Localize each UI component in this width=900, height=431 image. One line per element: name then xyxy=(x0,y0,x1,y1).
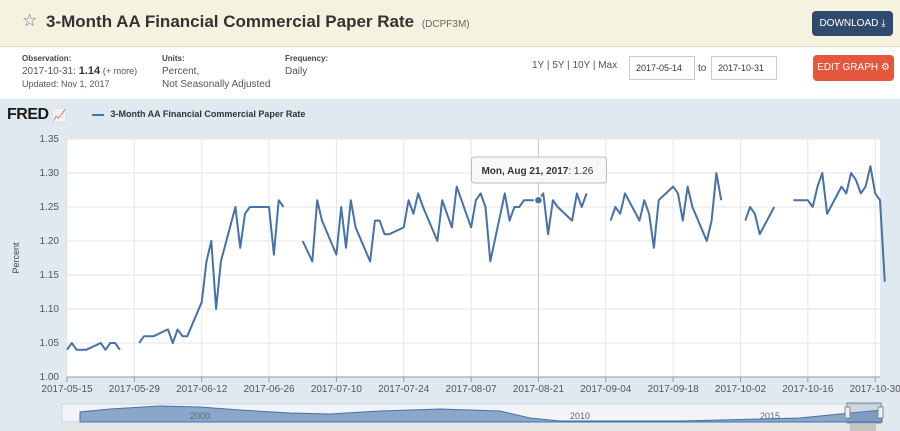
chart-legend: 3-Month AA Financial Commercial Paper Ra… xyxy=(92,109,305,119)
y-tick-label: 1.35 xyxy=(40,134,60,145)
legend-swatch xyxy=(92,113,104,116)
observation-block: Observation: 2017-10-31: 1.14 (+ more) U… xyxy=(22,52,137,91)
y-axis-label: Percent xyxy=(11,242,21,274)
series-line xyxy=(744,206,776,236)
frequency-label: Frequency: xyxy=(285,54,329,63)
x-tick-label: 2017-05-15 xyxy=(41,384,93,395)
y-tick-label: 1.15 xyxy=(40,270,60,281)
units-line1: Percent, xyxy=(162,66,200,77)
tooltip-point xyxy=(533,195,544,205)
legend-label: 3-Month AA Financial Commercial Paper Ra… xyxy=(110,109,306,119)
tooltip-text: Mon, Aug 21, 2017: 1.26 xyxy=(481,166,593,177)
series-title: 3-Month AA Financial Commercial Paper Ra… xyxy=(46,12,415,31)
fred-chart-icon: 📈 xyxy=(52,110,67,122)
navigator-handle-right[interactable] xyxy=(877,406,884,419)
y-tick-label: 1.20 xyxy=(40,236,60,247)
download-label: DOWNLOAD xyxy=(819,18,879,29)
units-line2: Not Seasonally Adjusted xyxy=(162,79,271,90)
navigator-label: 2000 xyxy=(190,411,210,421)
series-line xyxy=(66,342,121,351)
observation-label: Observation: xyxy=(22,54,72,63)
range-selector: 1Y | 5Y | 10Y | Max xyxy=(532,60,618,71)
series-line xyxy=(793,165,886,282)
y-tick-label: 1.00 xyxy=(40,372,60,383)
units-block: Units: Percent, Not Seasonally Adjusted xyxy=(162,52,270,91)
x-tick-label: 2017-07-10 xyxy=(311,384,363,395)
observation-more-link[interactable]: (+ more) xyxy=(102,66,138,76)
page-title: 3-Month AA Financial Commercial Paper Ra… xyxy=(46,12,470,32)
navigator-label: 2010 xyxy=(570,411,590,421)
observation-date: 2017-10-31: xyxy=(22,66,76,77)
star-icon[interactable]: ☆ xyxy=(22,11,38,30)
to-label: to xyxy=(698,63,707,74)
y-tick-label: 1.05 xyxy=(40,338,60,349)
download-button[interactable]: DOWNLOAD ⤓ xyxy=(812,11,893,36)
x-tick-label: 2017-10-02 xyxy=(715,384,767,395)
start-date-input[interactable] xyxy=(629,56,695,80)
updated-text: Updated: Nov 1, 2017 xyxy=(22,79,110,89)
x-tick-label: 2017-07-24 xyxy=(378,384,430,395)
series-line xyxy=(609,172,723,249)
download-icon: ⤓ xyxy=(881,18,886,29)
page-header: ☆ 3-Month AA Financial Commercial Paper … xyxy=(0,0,900,47)
x-tick-label: 2017-09-04 xyxy=(580,384,632,395)
x-tick-label: 2017-10-16 xyxy=(782,384,834,395)
x-tick-label: 2017-06-26 xyxy=(243,384,295,395)
y-tick-label: 1.30 xyxy=(40,168,60,179)
frequency-value: Daily xyxy=(285,66,308,77)
range-10y[interactable]: 10Y xyxy=(572,60,591,71)
series-code: (DCPF3M) xyxy=(421,19,470,30)
tooltip-date: Mon, Aug 21, 2017 xyxy=(481,166,568,177)
edit-graph-label: EDIT GRAPH xyxy=(817,62,879,73)
navigator-scrollbar[interactable] xyxy=(62,424,882,431)
frequency-block: Frequency: Daily xyxy=(285,52,328,78)
range-5y[interactable]: 5Y xyxy=(552,60,565,71)
fred-logo-text: FRED xyxy=(7,106,49,123)
navigator-area xyxy=(79,405,883,423)
end-date-input[interactable] xyxy=(711,56,777,80)
y-tick-label: 1.10 xyxy=(40,304,60,315)
x-tick-label: 2017-08-07 xyxy=(446,384,498,395)
series-line xyxy=(138,199,285,344)
edit-graph-button[interactable]: EDIT GRAPH ⚙ xyxy=(813,55,894,81)
navigator-handle-left[interactable] xyxy=(844,406,851,419)
range-max[interactable]: Max xyxy=(598,60,618,71)
observation-value: 1.14 xyxy=(78,65,101,77)
x-tick-label: 2017-08-21 xyxy=(513,384,565,395)
x-tick-label: 2017-10-30 xyxy=(850,384,900,395)
x-tick-label: 2017-05-29 xyxy=(109,384,161,395)
y-tick-label: 1.25 xyxy=(40,202,60,213)
series-line xyxy=(301,185,588,263)
fred-logo: FRED 📈 xyxy=(7,106,66,124)
navigator-label: 2015 xyxy=(760,411,780,421)
x-tick-label: 2017-06-12 xyxy=(176,384,228,395)
navigator-selection[interactable] xyxy=(846,402,882,424)
tooltip-value: : 1.26 xyxy=(568,166,593,177)
tooltip-box xyxy=(470,156,607,184)
navigator-scrollbar-thumb[interactable] xyxy=(850,424,876,431)
x-tick-label: 2017-09-18 xyxy=(648,384,700,395)
gear-icon: ⚙ xyxy=(880,62,890,73)
range-1y[interactable]: 1Y xyxy=(532,60,545,71)
units-label: Units: xyxy=(162,54,185,63)
